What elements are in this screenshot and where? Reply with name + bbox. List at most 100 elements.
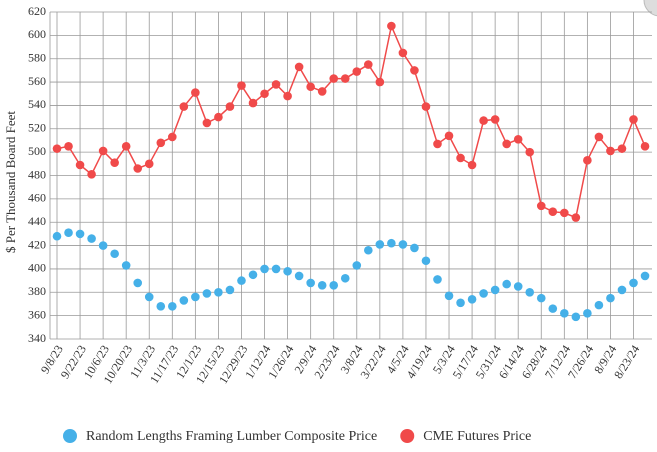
data-point: [583, 309, 592, 318]
data-point: [536, 201, 546, 211]
data-point: [502, 139, 511, 149]
data-point: [467, 160, 477, 170]
data-point: [98, 241, 108, 250]
data-point: [214, 287, 223, 297]
data-point: [375, 240, 385, 249]
data-point: [398, 48, 408, 58]
y-tick-label: 400: [28, 261, 46, 275]
data-point: [75, 229, 85, 239]
data-point: [202, 118, 212, 128]
data-point: [248, 270, 258, 280]
series-line: [56, 23, 646, 219]
data-point: [560, 208, 569, 218]
data-point: [617, 144, 627, 153]
data-point: [479, 289, 488, 298]
data-point: [352, 261, 362, 270]
data-point: [144, 292, 154, 302]
legend-marker: [400, 429, 415, 443]
data-point: [548, 304, 558, 313]
data-point: [525, 147, 535, 157]
data-point: [75, 160, 85, 170]
data-point: [179, 296, 189, 305]
data-point: [294, 62, 304, 72]
data-point: [283, 266, 292, 276]
data-point: [571, 213, 581, 222]
data-point: [340, 273, 350, 283]
data-point: [364, 60, 373, 69]
y-axis-label: $ Per Thousand Board Feet: [3, 111, 18, 253]
data-point: [502, 279, 511, 289]
data-point: [317, 87, 327, 96]
data-point: [617, 285, 627, 295]
data-point: [490, 115, 500, 124]
y-tick-label: 540: [28, 97, 46, 111]
data-point: [387, 21, 396, 31]
data-point: [640, 142, 650, 151]
y-tick-label: 620: [28, 4, 46, 18]
data-point: [629, 115, 638, 124]
data-point: [410, 243, 419, 253]
data-point: [329, 74, 339, 83]
data-point: [444, 291, 454, 301]
data-point: [364, 245, 373, 255]
data-point: [548, 207, 558, 217]
data-point: [525, 287, 535, 297]
data-point: [421, 102, 431, 111]
data-point: [168, 132, 177, 142]
data-point: [594, 300, 604, 310]
y-tick-label: 360: [28, 307, 46, 321]
data-point: [260, 89, 269, 99]
data-point: [121, 261, 131, 270]
legend-label: CME Futures Price: [423, 429, 531, 444]
data-point: [133, 278, 143, 288]
data-point: [513, 282, 523, 291]
data-point: [64, 142, 73, 151]
data-point: [237, 276, 246, 285]
data-point: [156, 138, 166, 148]
data-point: [479, 116, 488, 125]
data-point: [433, 275, 442, 284]
data-point: [340, 74, 350, 83]
corner-button: [643, 0, 657, 17]
data-point: [640, 271, 650, 281]
y-tick-label: 560: [28, 74, 46, 88]
data-point: [606, 293, 615, 303]
data-point: [87, 170, 96, 179]
y-tick-label: 340: [28, 331, 46, 345]
y-tick-label: 500: [28, 144, 46, 158]
data-point: [294, 271, 304, 281]
data-point: [329, 280, 339, 290]
data-point: [571, 312, 581, 322]
data-point: [225, 102, 235, 111]
y-tick-label: 480: [28, 167, 46, 181]
legend-marker: [63, 429, 77, 443]
y-tick-label: 420: [28, 237, 46, 251]
y-tick-label: 440: [28, 214, 46, 228]
data-point: [490, 285, 500, 295]
data-point: [283, 91, 292, 101]
y-tick-label: 600: [28, 27, 46, 41]
data-point: [237, 81, 246, 90]
data-point: [606, 146, 615, 156]
data-point: [594, 132, 604, 142]
legend-label: Random Lengths Framing Lumber Composite …: [86, 429, 377, 444]
y-tick-label: 580: [28, 50, 46, 64]
y-tick-label: 380: [28, 284, 46, 298]
data-point: [398, 240, 408, 249]
data-point: [271, 80, 281, 89]
data-point: [52, 231, 62, 241]
y-tick-label: 520: [28, 121, 46, 135]
data-point: [64, 228, 73, 238]
data-point: [248, 98, 258, 108]
data-point: [202, 289, 212, 298]
data-point: [536, 293, 546, 303]
data-point: [214, 112, 223, 122]
data-point: [410, 66, 419, 75]
data-point: [98, 146, 108, 156]
data-point: [456, 153, 465, 163]
data-point: [179, 102, 189, 111]
data-point: [433, 139, 442, 149]
data-point: [456, 298, 465, 308]
data-point: [87, 234, 96, 243]
